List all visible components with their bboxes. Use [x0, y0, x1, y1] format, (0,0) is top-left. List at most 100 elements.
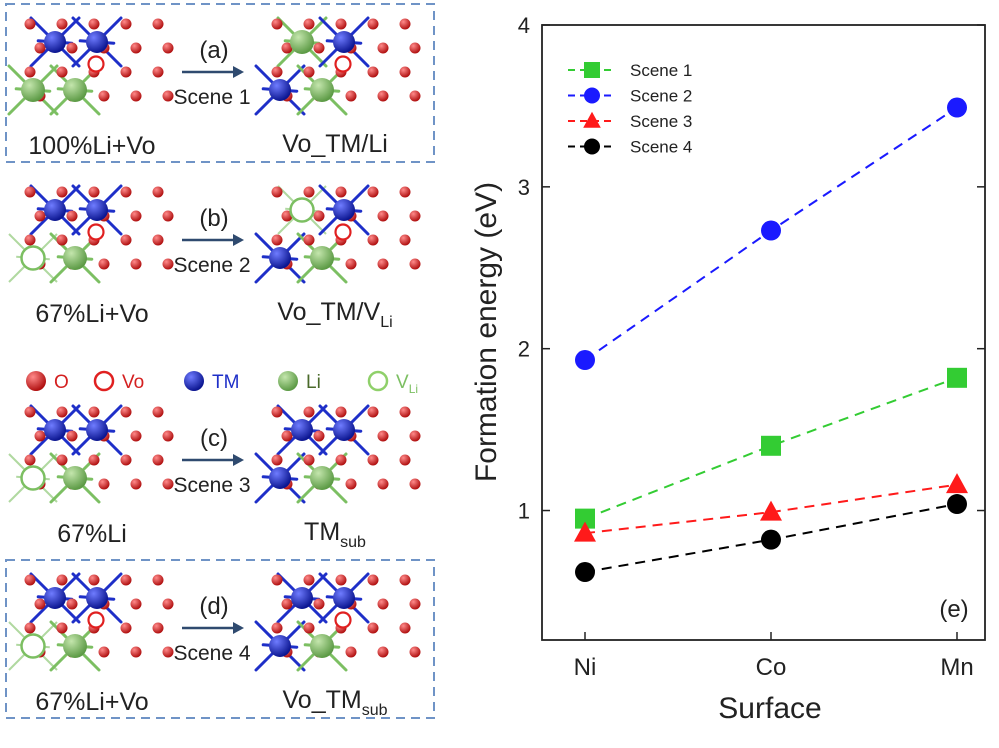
- oxygen-atom-after-1-0: [271, 18, 283, 30]
- transition-metal-atom-icon: [184, 371, 204, 391]
- oxygen-atom-before-3-11: [56, 454, 68, 466]
- oxygen-atom-before-3-10: [24, 454, 36, 466]
- oxygen-atom-after-4-8: [377, 598, 389, 610]
- legend-label-4: Scene 4: [630, 138, 692, 157]
- scene-label-3-main: Scene 3: [173, 474, 250, 497]
- oxygen-atom-before-2-5: [34, 210, 46, 222]
- scene-label-1: Scene 1: [173, 86, 250, 109]
- panel-label-3-main: (c): [200, 425, 228, 452]
- oxygen-atom-before-3-19: [162, 478, 174, 490]
- oxygen-vacancy-before-1: [87, 55, 105, 73]
- site-tm-after-4-1: [333, 587, 355, 609]
- atom-legend-label-5-sub: Li: [409, 382, 418, 396]
- oxygen-atom-after-1-10: [271, 66, 283, 78]
- atom-legend-label-2: Vo: [122, 372, 144, 393]
- atom-legend-label-3: TM: [212, 372, 239, 393]
- oxygen-atom-before-3-2: [88, 406, 100, 418]
- reaction-arrow-head-2: [233, 234, 244, 246]
- oxygen-atom-after-1-1: [303, 18, 315, 30]
- oxygen-atom-after-1-18: [377, 90, 389, 102]
- data-point-s3-ni: [574, 521, 596, 542]
- oxygen-atom-after-4-2: [335, 574, 347, 586]
- oxygen-atom-before-3-8: [130, 430, 142, 442]
- oxygen-atom-before-4-6: [66, 598, 78, 610]
- oxygen-atom-before-1-8: [130, 42, 142, 54]
- oxygen-atom-after-4-13: [367, 622, 379, 634]
- oxygen-atom-before-4-10: [24, 622, 36, 634]
- atom-legend: O Vo TM Li VLi: [26, 370, 418, 396]
- x-tick-label-0: Ni: [574, 654, 597, 681]
- oxygen-atom-after-4-10: [271, 622, 283, 634]
- oxygen-atom-before-4-1: [56, 574, 68, 586]
- atom-legend-label-1-main: O: [54, 372, 69, 393]
- oxygen-atom-after-3-19: [409, 478, 421, 490]
- oxygen-vacancy-before-4: [87, 611, 105, 629]
- lithium-vacancy-icon: [367, 370, 389, 392]
- oxygen-atom-before-1-18: [130, 90, 142, 102]
- oxygen-atom-after-1-11: [303, 66, 315, 78]
- oxygen-atom-after-1-17: [345, 90, 357, 102]
- site-vli-after-2-0: [289, 197, 315, 223]
- oxygen-atom-before-4-9: [162, 598, 174, 610]
- panel-label-3: (c): [200, 425, 228, 452]
- oxygen-atom-after-1-6: [313, 42, 325, 54]
- atom-legend-label-3-main: TM: [212, 372, 239, 393]
- oxygen-atom-after-4-3: [367, 574, 379, 586]
- oxygen-atom-icon: [26, 371, 46, 391]
- oxygen-atom-before-2-8: [130, 210, 142, 222]
- data-point-s2-ni: [575, 350, 595, 371]
- oxygen-atom-after-2-19: [409, 258, 421, 270]
- oxygen-atom-after-1-3: [367, 18, 379, 30]
- oxygen-atom-before-4-18: [130, 646, 142, 658]
- oxygen-atom-after-2-13: [367, 234, 379, 246]
- oxygen-atom-after-2-14: [399, 234, 411, 246]
- panel-label-4-main: (d): [199, 593, 228, 620]
- before-config-label-4-main: 67%Li+Vo: [35, 688, 148, 716]
- x-tick-label-1: Co: [756, 654, 787, 681]
- panel-label-e: (e): [939, 596, 968, 623]
- oxygen-atom-before-1-14: [152, 66, 164, 78]
- site-tm-before-3-1: [86, 419, 108, 441]
- panel-label-4: (d): [199, 593, 228, 620]
- panel-label-2: (b): [199, 205, 228, 232]
- oxygen-atom-before-4-19: [162, 646, 174, 658]
- oxygen-atom-after-3-14: [399, 454, 411, 466]
- oxygen-atom-after-2-17: [345, 258, 357, 270]
- formation-energy-chart-svg: Formation energy (eV) Surface (e) 1 2 3 4 Ni…: [470, 13, 986, 725]
- oxygen-atom-after-3-18: [377, 478, 389, 490]
- before-config-label-2-main: 67%Li+Vo: [35, 300, 148, 328]
- site-li-after-3-3: [310, 466, 334, 490]
- legend-marker-2: [584, 87, 600, 104]
- oxygen-atom-before-2-14: [152, 234, 164, 246]
- oxygen-atom-before-3-12: [88, 454, 100, 466]
- oxygen-atom-before-1-10: [24, 66, 36, 78]
- atom-legend-label-5: VLi: [396, 372, 418, 396]
- oxygen-atom-after-3-8: [377, 430, 389, 442]
- oxygen-atom-before-1-2: [88, 18, 100, 30]
- data-point-s4-ni: [575, 562, 595, 583]
- oxygen-atom-before-3-1: [56, 406, 68, 418]
- oxygen-atom-after-2-1: [303, 186, 315, 198]
- after-config-label-4: Vo_TMsub: [283, 686, 388, 719]
- oxygen-atom-after-1-4: [399, 18, 411, 30]
- site-li-after-1-3: [310, 78, 334, 102]
- oxygen-atom-after-2-10: [271, 234, 283, 246]
- oxygen-atom-before-4-14: [152, 622, 164, 634]
- oxygen-atom-before-1-1: [56, 18, 68, 30]
- before-config-label-2: 67%Li+Vo: [35, 300, 148, 328]
- legend-marker-4: [584, 138, 600, 155]
- site-li-after-2-3: [310, 246, 334, 270]
- site-li-before-2-3: [63, 246, 87, 270]
- atom-legend-label-2-main: Vo: [122, 372, 144, 393]
- series-4: [575, 494, 967, 583]
- structure-schematics-svg: (a) Scene 1 100%Li+Vo Vo_TM/Li (b) Scene 2 67%…: [5, 3, 435, 719]
- oxygen-atom-before-4-11: [56, 622, 68, 634]
- reaction-arrow-head-4: [233, 622, 244, 634]
- oxygen-atom-after-4-11: [303, 622, 315, 634]
- oxygen-atom-before-2-11: [56, 234, 68, 246]
- site-tm-before-3-0: [44, 419, 66, 441]
- oxygen-atom-before-3-6: [66, 430, 78, 442]
- oxygen-atom-after-4-9: [409, 598, 421, 610]
- oxygen-atom-before-3-3: [120, 406, 132, 418]
- oxygen-atom-before-1-9: [162, 42, 174, 54]
